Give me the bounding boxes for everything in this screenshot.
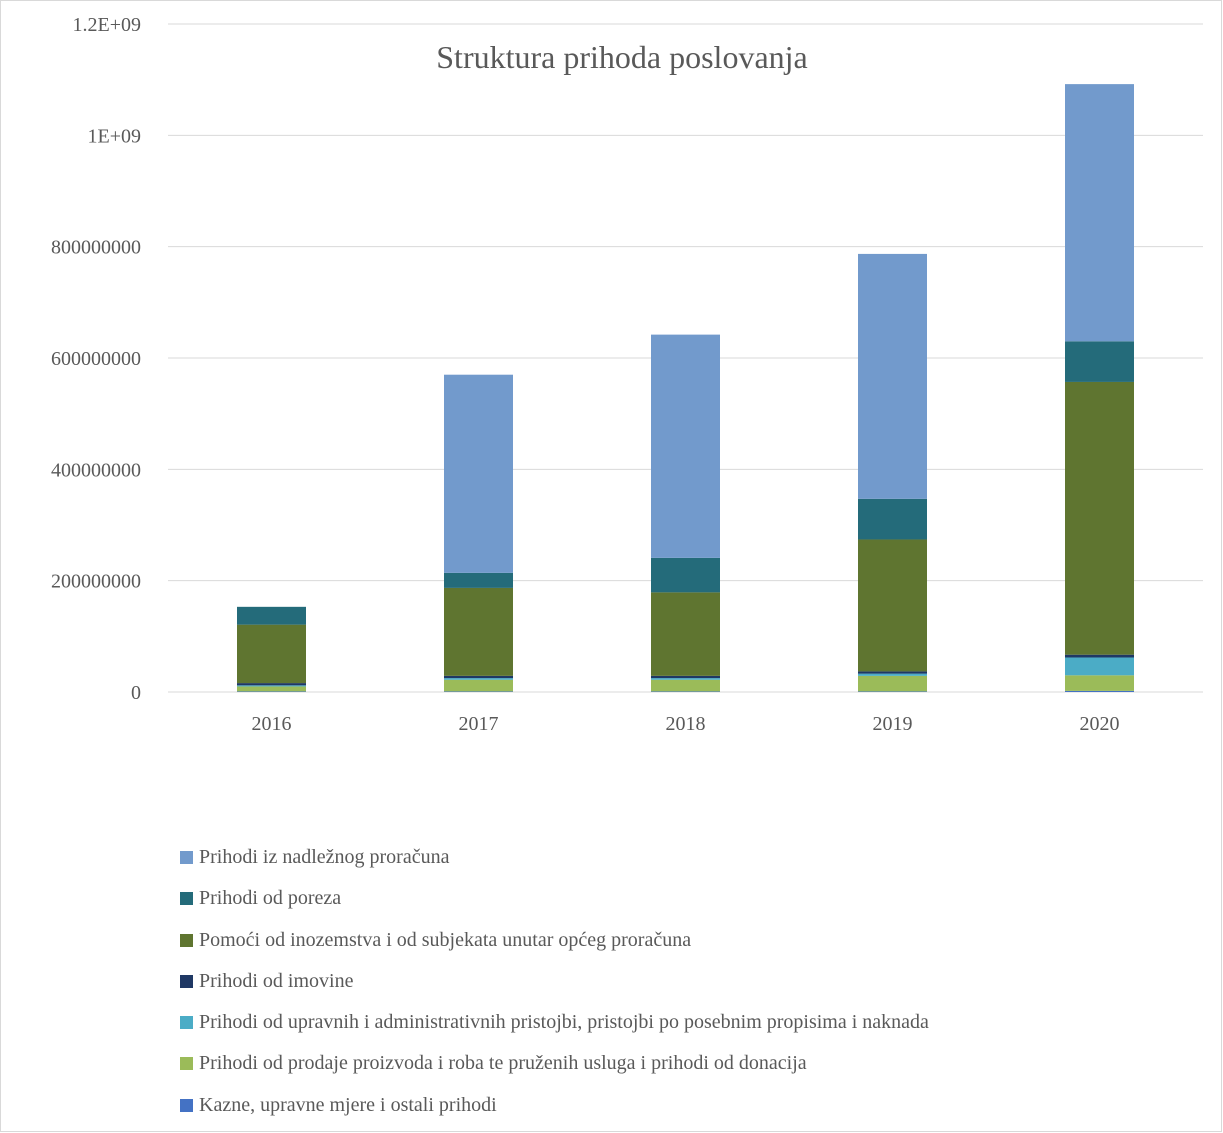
bar-segment: [1065, 654, 1134, 658]
bar-segment: [858, 671, 927, 674]
legend-item: Prihodi od imovine: [180, 966, 929, 997]
legend-label: Prihodi od poreza: [199, 887, 342, 910]
bar-stacks: [237, 84, 1134, 692]
legend-item: Kazne, upravne mjere i ostali prihodi: [180, 1090, 929, 1121]
legend-item: Pomoći od inozemstva i od subjekata unut…: [180, 925, 929, 956]
x-tick-label: 2018: [666, 713, 706, 735]
legend-swatch: [180, 892, 193, 906]
legend-label: Kazne, upravne mjere i ostali prihodi: [199, 1093, 497, 1116]
bar-segment: [651, 691, 720, 692]
bar-segment: [1065, 381, 1134, 655]
bar-segment: [444, 678, 513, 680]
bar-segment: [237, 683, 306, 686]
bar-segment: [1065, 341, 1134, 382]
x-axis-ticks: 2016 2017 2018 2019 2020: [252, 713, 1120, 735]
bar-segment: [237, 686, 306, 692]
legend-label: Prihodi od prodaje proizvoda i roba te p…: [199, 1052, 807, 1075]
legend-swatch: [180, 1016, 193, 1030]
legend-swatch: [180, 1057, 193, 1071]
legend-label: Prihodi od imovine: [199, 969, 354, 992]
bar-segment: [1065, 657, 1134, 676]
legend-swatch: [180, 933, 193, 947]
bar-segment: [858, 498, 927, 540]
chart-title: Struktura prihoda poslovanja: [436, 39, 807, 75]
bar-segment: [858, 539, 927, 672]
bar-segment: [858, 673, 927, 676]
y-tick-label: 600000000: [51, 348, 141, 370]
bar-segment: [858, 691, 927, 692]
legend-item: Prihodi od upravnih i administrativnih p…: [180, 1007, 929, 1038]
bar-segment: [1065, 690, 1134, 692]
legend-label: Pomoći od inozemstva i od subjekata unut…: [199, 928, 692, 951]
bar-segment: [858, 253, 927, 499]
bar-segment: [444, 572, 513, 588]
bar-segment: [237, 685, 306, 687]
bar-segment: [444, 679, 513, 692]
bar-segment: [651, 592, 720, 676]
legend-item: Prihodi iz nadležnog proračuna: [180, 842, 929, 873]
y-tick-label: 400000000: [51, 459, 141, 481]
bar-segment: [444, 675, 513, 679]
legend-label: Prihodi iz nadležnog proračuna: [199, 846, 450, 868]
chart-plot: Struktura prihoda poslovanja 0 200000000 4…: [51, 14, 1203, 735]
x-tick-label: 2016: [252, 713, 292, 735]
y-tick-label: 1.2E+09: [73, 14, 142, 36]
y-tick-label: 1E+09: [88, 125, 142, 147]
x-tick-label: 2017: [459, 713, 499, 735]
bar-segment: [444, 374, 513, 573]
legend-item: Prihodi od poreza: [180, 883, 929, 914]
bar-segment: [651, 557, 720, 593]
bar-segment: [651, 678, 720, 680]
x-tick-label: 2020: [1080, 713, 1120, 735]
y-tick-label: 200000000: [51, 571, 141, 593]
bar-segment: [237, 691, 306, 692]
bar-segment: [444, 691, 513, 692]
bar-segment: [1065, 84, 1134, 342]
legend-swatch: [180, 1098, 193, 1112]
bar-segment: [858, 675, 927, 692]
bar-segment: [237, 606, 306, 625]
gridlines: [168, 23, 1203, 693]
legend-swatch: [180, 851, 193, 864]
bar-segment: [651, 675, 720, 679]
y-tick-label: 800000000: [51, 237, 141, 259]
legend-item: Prihodi od prodaje proizvoda i roba te p…: [180, 1048, 929, 1079]
bar-segment: [651, 334, 720, 558]
y-axis-ticks: 0 200000000 400000000 600000000 800000000 1E+…: [51, 14, 141, 704]
bar-segment: [651, 679, 720, 692]
x-tick-label: 2019: [873, 713, 913, 735]
y-tick-label: 0: [131, 682, 141, 704]
legend-swatch: [180, 974, 193, 988]
bar-segment: [237, 624, 306, 684]
legend-label: Prihodi od upravnih i administrativnih p…: [199, 1011, 929, 1034]
bar-segment: [444, 587, 513, 676]
chart-legend: Prihodi iz nadležnog proračuna Prihodi od…: [180, 842, 929, 1131]
bar-segment: [1065, 675, 1134, 691]
